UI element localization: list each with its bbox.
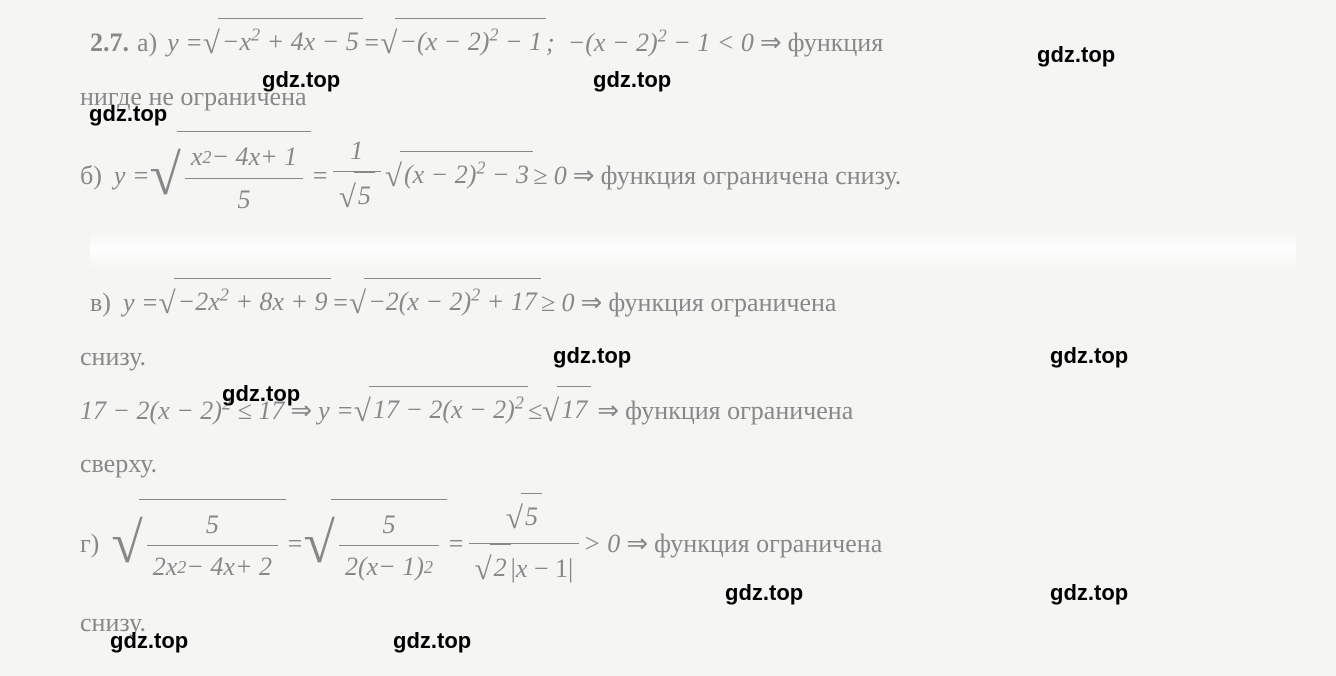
result-text: функция ограничена <box>654 523 882 565</box>
inequality: > 0 <box>583 523 620 565</box>
sqrt-frac: √ x2 − 4x + 1 5 <box>149 131 311 220</box>
result-text: функция ограничена <box>625 390 853 432</box>
watermark: gdz.top <box>1050 580 1128 606</box>
result-text: функция <box>788 22 884 64</box>
watermark: gdz.top <box>553 343 631 369</box>
sqrt-expr: √ (x − 2)2 − 3 <box>385 151 533 201</box>
math-document: 2.7. а) y = √ −x2 + 4x − 5 = √ −(x − 2)2… <box>0 0 1336 662</box>
part-v-line4: сверху. <box>80 443 1296 485</box>
watermark: gdz.top <box>725 580 803 606</box>
sqrt-expr: √ −2(x − 2)2 + 17 <box>349 278 541 328</box>
math-expr: y = <box>318 390 354 432</box>
coefficient-frac: 1 √5 <box>333 130 381 223</box>
section-divider <box>90 230 1296 270</box>
sqrt-expr: √ −2x2 + 8x + 9 <box>159 278 332 328</box>
implies-arrow: ⇒ <box>597 390 619 432</box>
part-g-label: г) <box>80 523 99 565</box>
equals: = <box>331 282 349 324</box>
implies-arrow: ⇒ <box>573 155 595 197</box>
watermark: gdz.top <box>262 67 340 93</box>
equals: = <box>311 155 329 197</box>
result-text: функция ограничена снизу. <box>601 155 902 197</box>
watermark: gdz.top <box>393 628 471 654</box>
implies-arrow: ⇒ <box>581 282 603 324</box>
part-a-label: а) <box>137 22 157 64</box>
sqrt-expr: √ −(x − 2)2 − 1 <box>380 18 546 68</box>
part-b-label: б) <box>80 155 102 197</box>
sqrt-expr: √ −x2 + 4x − 5 <box>203 18 363 68</box>
result-text: функция ограничена <box>608 282 836 324</box>
part-g-line1: г) √ 5 2x2 − 4x + 2 = √ 5 2(x − 1)2 <box>80 493 1296 594</box>
watermark: gdz.top <box>1037 42 1115 68</box>
condition: −(x − 2)2 − 1 < 0 <box>568 22 754 64</box>
inequality: ≥ 0 <box>533 155 567 197</box>
watermark: gdz.top <box>222 381 300 407</box>
part-v-label: в) <box>90 282 111 324</box>
sqrt-expr: √ 17 − 2(x − 2)2 <box>354 386 528 436</box>
inequality: ≥ 0 <box>541 282 575 324</box>
sqrt-frac: √ 5 2(x − 1)2 <box>304 499 447 588</box>
watermark: gdz.top <box>89 101 167 127</box>
inequality: ≤ <box>528 390 542 432</box>
equals: = <box>447 523 465 565</box>
equals: = <box>363 22 381 64</box>
implies-arrow: ⇒ <box>760 22 782 64</box>
implies-arrow: ⇒ <box>626 523 648 565</box>
separator: ; <box>546 22 568 64</box>
math-expr: y = <box>123 282 159 324</box>
watermark: gdz.top <box>110 628 188 654</box>
math-expr: y = <box>114 155 150 197</box>
result-frac: √5 √2 |x − 1| <box>469 493 580 594</box>
part-g-line2: снизу. <box>80 602 1296 644</box>
part-v-line1: в) y = √ −2x2 + 8x + 9 = √ −2(x − 2)2 + … <box>90 278 1296 328</box>
watermark: gdz.top <box>1050 343 1128 369</box>
part-b-line: б) y = √ x2 − 4x + 1 5 = 1 √5 √ (x − 2)2… <box>80 130 1296 223</box>
watermark: gdz.top <box>593 67 671 93</box>
problem-number: 2.7. <box>90 22 129 64</box>
sqrt-expr: √ 17 <box>542 386 591 436</box>
equals: = <box>286 523 304 565</box>
sqrt-frac: √ 5 2x2 − 4x + 2 <box>111 499 286 588</box>
math-expr: y = <box>167 22 203 64</box>
